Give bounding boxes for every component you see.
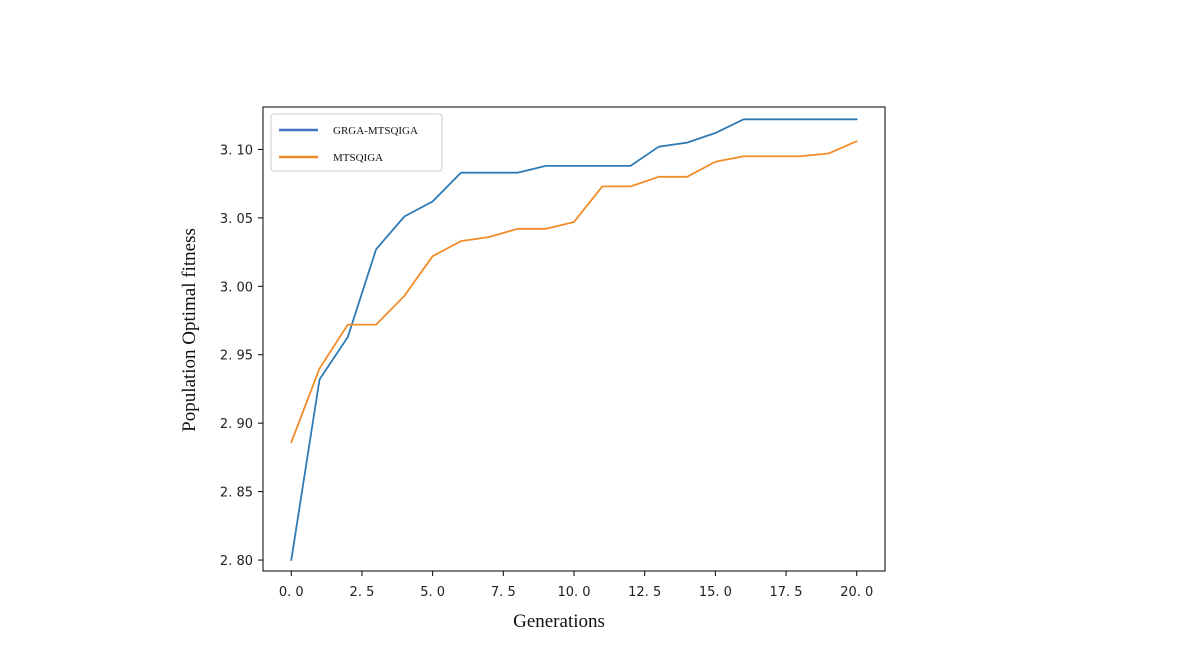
x-tick-label: 2. 5 <box>350 585 375 600</box>
x-tick-label: 15. 0 <box>699 585 732 600</box>
y-tick-label: 3. 05 <box>220 212 253 227</box>
y-tick-label: 2. 95 <box>220 349 253 364</box>
x-tick-label: 20. 0 <box>840 585 873 600</box>
x-tick-label: 0. 0 <box>279 585 304 600</box>
x-axis-title: Generations <box>513 611 605 632</box>
y-axis-title: Population Optimal fitness <box>179 228 200 432</box>
y-tick-label: 2. 90 <box>220 417 253 432</box>
y-tick-label: 3. 00 <box>220 280 253 295</box>
legend-label-mtsqiga: MTSQIGA <box>333 152 383 164</box>
x-tick-label: 12. 5 <box>628 585 661 600</box>
x-tick-label: 10. 0 <box>557 585 590 600</box>
series-line-mtsqiga <box>290 140 858 444</box>
series-layer <box>290 118 858 561</box>
x-axis-ticks: 0. 0 2. 5 5. 0 7. 5 10. 0 12. 5 15. 0 17. 5 20. … <box>279 571 873 600</box>
x-tick-label: 5. 0 <box>420 585 445 600</box>
y-tick-label: 2. 85 <box>220 486 253 501</box>
legend: GRGA-MTSQIGA MTSQIGA <box>270 113 443 172</box>
y-axis-ticks: 2. 80 2. 85 2. 90 2. 95 3. 00 3. 05 3. 10 <box>220 143 263 569</box>
x-tick-label: 17. 5 <box>770 585 803 600</box>
plot-area <box>262 106 886 572</box>
series-line-grga-mtsqiga <box>290 118 858 561</box>
y-tick-label: 3. 10 <box>220 143 253 158</box>
y-tick-label: 2. 80 <box>220 554 253 569</box>
x-tick-label: 7. 5 <box>491 585 516 600</box>
legend-label-grga-mtsqiga: GRGA-MTSQIGA <box>333 125 418 137</box>
